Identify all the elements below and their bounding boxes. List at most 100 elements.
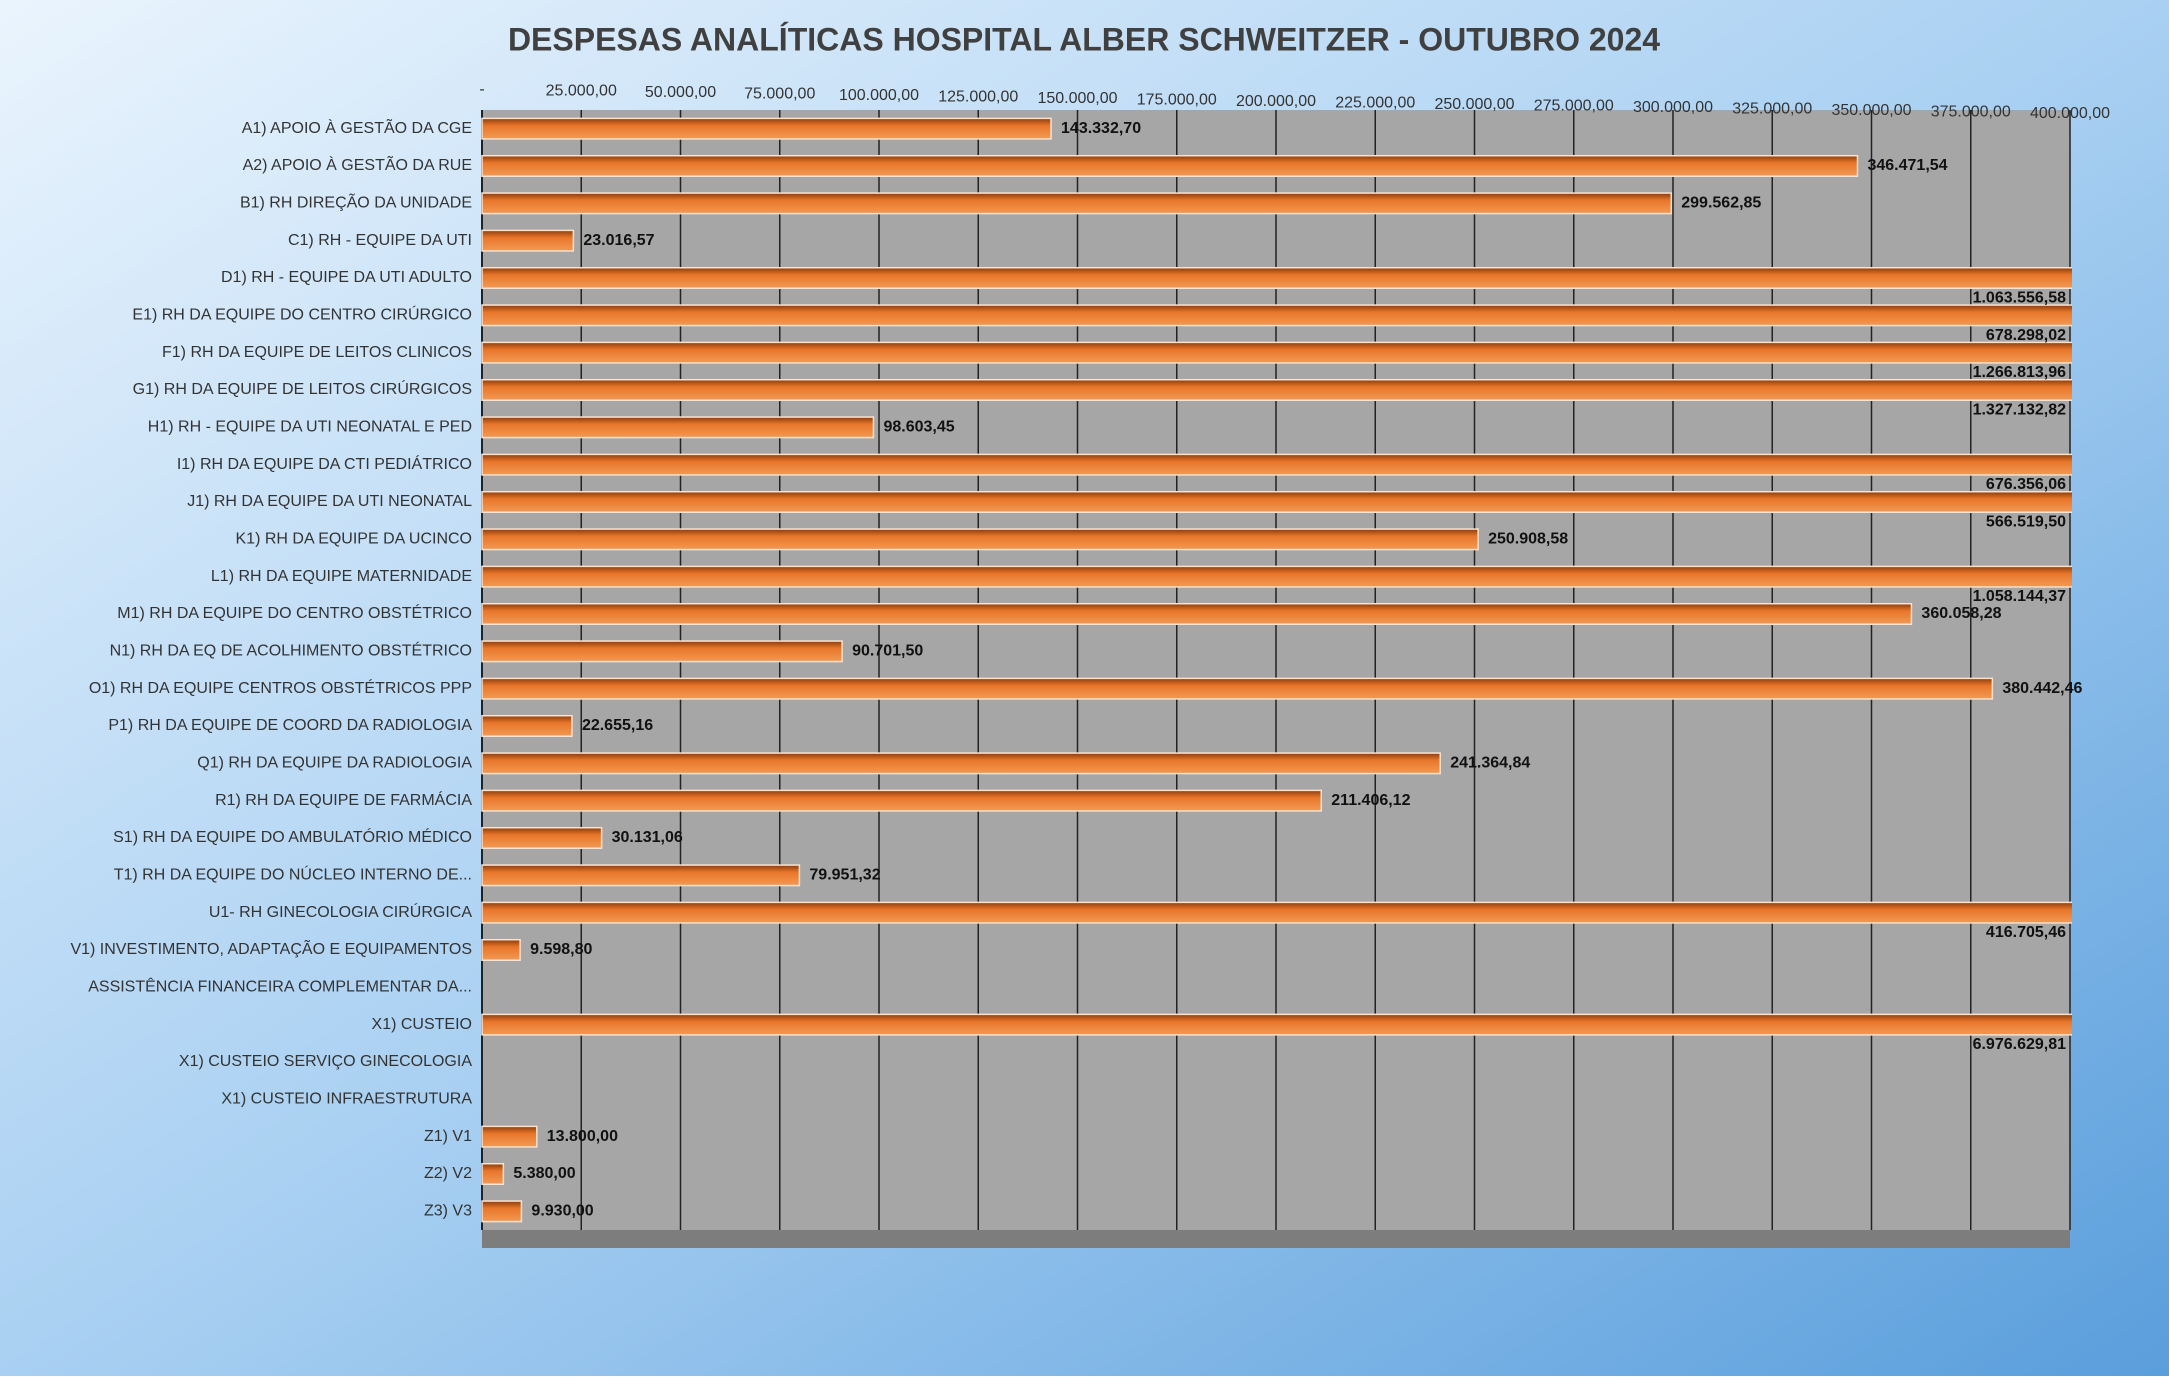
bar: [481, 789, 1323, 812]
labels: - 25.000,00 50.000,00 75.000,00 100.000,00 12…: [70, 81, 2110, 1219]
y-tick-label: I1) RH DA EQUIPE DA CTI PEDIÁTRICO: [177, 454, 472, 473]
x-tick-label: 150.000,00: [1037, 90, 1117, 107]
data-label: 676.356,06: [1986, 476, 2066, 493]
y-tick-label: R1) RH DA EQUIPE DE FARMÁCIA: [215, 790, 472, 809]
y-tick-label: P1) RH DA EQUIPE DE COORD DA RADIOLOGIA: [108, 717, 472, 734]
bar: [481, 192, 1673, 215]
x-tick-label: 400.000,00: [2030, 105, 2110, 122]
bar: [481, 1013, 2072, 1036]
y-tick-label: ASSISTÊNCIA FINANCEIRA COMPLEMENTAR DA..…: [88, 977, 472, 996]
bar: [481, 826, 603, 850]
grid: [481, 110, 2071, 1230]
bar: [481, 565, 2072, 588]
x-tick-label: 275.000,00: [1534, 98, 1614, 115]
data-label: 98.603,45: [883, 419, 954, 436]
data-label: 566.519,50: [1986, 513, 2066, 530]
bar: [481, 864, 801, 887]
bar: [481, 752, 1441, 775]
bar: [481, 1125, 538, 1148]
y-tick-label: Q1) RH DA EQUIPE DA RADIOLOGIA: [197, 755, 472, 772]
x-tick-label: 250.000,00: [1434, 96, 1514, 113]
data-label: 23.016,57: [583, 232, 654, 249]
y-tick-label: U1- RH GINECOLOGIA CIRÚRGICA: [209, 902, 472, 921]
data-label: 1.266.813,96: [1973, 364, 2067, 381]
data-label: 79.951,32: [809, 867, 880, 884]
y-tick-label: K1) RH DA EQUIPE DA UCINCO: [236, 531, 473, 548]
y-tick-label: V1) INVESTIMENTO, ADAPTAÇÃO E EQUIPAMENT…: [70, 938, 472, 958]
bar: [481, 1162, 505, 1186]
y-tick-label: X1) CUSTEIO INFRAESTRUTURA: [221, 1091, 472, 1108]
data-label: 22.655,16: [582, 717, 653, 734]
bar: [481, 938, 521, 962]
y-tick-label: M1) RH DA EQUIPE DO CENTRO OBSTÉTRICO: [117, 603, 472, 622]
plot-floor: [482, 1230, 2070, 1248]
bar: [481, 714, 573, 738]
y-tick-label: E1) RH DA EQUIPE DO CENTRO CIRÚRGICO: [132, 305, 472, 324]
x-tick-label: -: [479, 81, 484, 98]
y-tick-label: N1) RH DA EQ DE ACOLHIMENTO OBSTÉTRICO: [110, 641, 472, 660]
data-label: 143.332,70: [1061, 120, 1141, 137]
data-label: 6.976.629,81: [1973, 1036, 2067, 1053]
x-tick-label: 25.000,00: [546, 83, 617, 100]
x-tick-label: 125.000,00: [938, 89, 1018, 106]
x-tick-label: 75.000,00: [744, 86, 815, 103]
y-tick-label: H1) RH - EQUIPE DA UTI NEONATAL E PED: [148, 419, 472, 436]
data-label: 9.598,80: [530, 941, 592, 958]
bar: [481, 1200, 523, 1223]
y-tick-label: G1) RH DA EQUIPE DE LEITOS CIRÚRGICOS: [133, 379, 472, 398]
y-tick-label: A2) APOIO À GESTÃO DA RUE: [243, 154, 472, 174]
chart-title: DESPESAS ANALÍTICAS HOSPITAL ALBER SCHWE…: [508, 21, 1660, 57]
y-tick-label: D1) RH - EQUIPE DA UTI ADULTO: [221, 269, 472, 286]
y-tick-label: Z2) V2: [424, 1165, 472, 1182]
bar: [481, 901, 2072, 924]
bar: [481, 640, 843, 663]
data-label: 380.442,46: [2002, 680, 2082, 697]
x-tick-label: 225.000,00: [1335, 95, 1415, 112]
bar: [481, 528, 1479, 551]
x-tick-label: 375.000,00: [1931, 104, 2011, 121]
x-tick-label: 50.000,00: [645, 84, 716, 101]
data-label: 360.058,28: [1921, 605, 2001, 622]
data-label: 678.298,02: [1986, 327, 2066, 344]
bar: [481, 229, 575, 252]
bar: [481, 266, 2072, 290]
y-tick-label: Z1) V1: [424, 1128, 472, 1145]
bar: [481, 416, 875, 439]
bar: [481, 453, 2072, 476]
y-tick-label: X1) CUSTEIO: [372, 1016, 472, 1033]
data-label: 299.562,85: [1681, 195, 1761, 212]
data-label: 346.471,54: [1867, 157, 1947, 174]
bar: [481, 341, 2072, 364]
x-tick-label: 350.000,00: [1831, 102, 1911, 119]
data-label: 250.908,58: [1488, 531, 1568, 548]
data-label: 13.800,00: [547, 1128, 618, 1145]
data-label: 1.327.132,82: [1973, 401, 2067, 418]
x-tick-label: 325.000,00: [1732, 101, 1812, 118]
data-label: 5.380,00: [513, 1165, 575, 1182]
bar: [481, 117, 1052, 140]
data-label: 416.705,46: [1986, 924, 2066, 941]
data-label: 30.131,06: [612, 829, 683, 846]
y-tick-label: L1) RH DA EQUIPE MATERNIDADE: [211, 568, 472, 585]
y-tick-label: S1) RH DA EQUIPE DO AMBULATÓRIO MÉDICO: [113, 827, 472, 846]
data-label: 9.930,00: [531, 1203, 593, 1220]
y-tick-label: A1) APOIO À GESTÃO DA CGE: [242, 117, 472, 137]
y-tick-label: J1) RH DA EQUIPE DA UTI NEONATAL: [187, 493, 472, 510]
y-tick-label: B1) RH DIREÇÃO DA UNIDADE: [240, 192, 472, 212]
y-tick-label: O1) RH DA EQUIPE CENTROS OBSTÉTRICOS PPP: [89, 678, 472, 697]
y-tick-label: T1) RH DA EQUIPE DO NÚCLEO INTERNO DE...: [114, 865, 472, 884]
x-tick-label: 300.000,00: [1633, 99, 1713, 116]
data-label: 241.364,84: [1450, 755, 1530, 772]
bar: [481, 602, 1913, 626]
bar: [481, 304, 2072, 327]
y-tick-label: X1) CUSTEIO SERVIÇO GINECOLOGIA: [179, 1053, 472, 1070]
y-tick-label: F1) RH DA EQUIPE DE LEITOS CLINICOS: [162, 344, 472, 361]
data-label: 211.406,12: [1331, 792, 1410, 809]
data-label: 90.701,50: [852, 643, 923, 660]
bar: [481, 677, 1994, 700]
bars: [481, 117, 2072, 1223]
bar: [481, 490, 2072, 514]
data-label: 1.063.556,58: [1973, 289, 2067, 306]
